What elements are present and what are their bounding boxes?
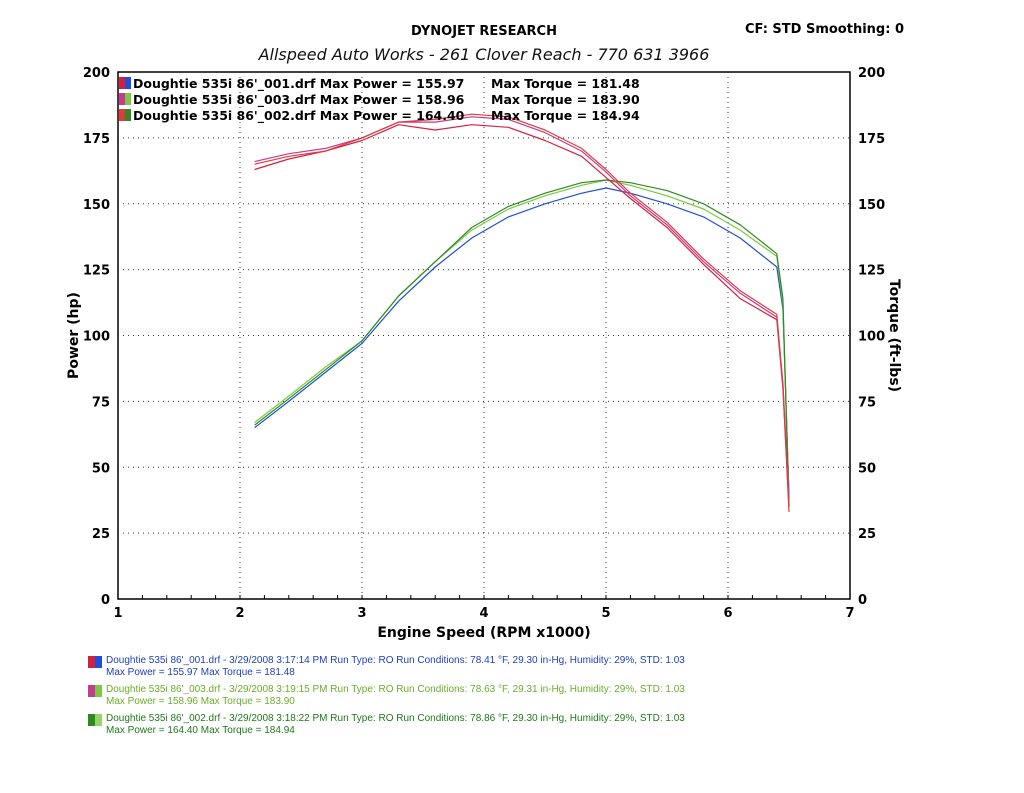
legend-entry-label: Doughtie 535i 86'_003.drf Max Power = 15… xyxy=(133,92,465,108)
series-line-torque xyxy=(254,113,790,513)
legend-swatch-icon xyxy=(125,93,131,105)
legend-entry-torque: Max Torque = 184.94 xyxy=(491,108,640,123)
x-tick-label: 7 xyxy=(845,606,854,621)
run-swatch-icon xyxy=(88,685,102,697)
y-tick-label: 125 xyxy=(83,264,110,279)
y-tick-label: 0 xyxy=(101,593,110,608)
x-tick-label: 4 xyxy=(479,606,488,621)
footer-run-text: Doughtie 535i 86'_002.drf - 3/29/2008 3:… xyxy=(106,713,685,737)
legend-entry-torque: Max Torque = 181.48 xyxy=(491,76,640,91)
y-tick-label: 200 xyxy=(83,66,110,81)
series-line-power xyxy=(254,187,790,494)
series-line-torque xyxy=(254,124,790,507)
x-tick-label: 1 xyxy=(113,606,122,621)
legend-entry-label: Doughtie 535i 86'_002.drf Max Power = 16… xyxy=(133,108,465,124)
y-tick-label: 50 xyxy=(92,461,110,476)
footer-run-line1: Doughtie 535i 86'_001.drf - 3/29/2008 3:… xyxy=(106,655,685,666)
y2-tick-label: 175 xyxy=(858,132,885,147)
y2-tick-label: 50 xyxy=(858,461,876,476)
chart-subtitle: Allspeed Auto Works - 261 Clover Reach -… xyxy=(258,45,710,64)
run-swatch-icon xyxy=(88,714,102,726)
y2-tick-label: 75 xyxy=(858,395,876,410)
legend-swatch-icon xyxy=(125,109,131,121)
legend-entry-label: Doughtie 535i 86'_001.drf Max Power = 15… xyxy=(133,76,464,92)
y2-tick-label: 125 xyxy=(858,264,885,279)
legend-swatch-icon xyxy=(119,77,125,89)
run-swatch-icon xyxy=(88,656,102,668)
legend-swatch-icon xyxy=(125,77,131,89)
x-tick-label: 2 xyxy=(235,606,244,621)
y2-axis-label: Torque (ft-lbs) xyxy=(886,279,902,392)
y2-tick-label: 100 xyxy=(858,330,885,345)
footer-run-line2: Max Power = 155.97 Max Torque = 181.48 xyxy=(106,667,295,678)
y-tick-label: 75 xyxy=(92,395,110,410)
y2-tick-label: 0 xyxy=(858,593,867,608)
series-line-power xyxy=(254,179,790,507)
footer-run-text: Doughtie 535i 86'_003.drf - 3/29/2008 3:… xyxy=(106,684,685,708)
footer-run-text: Doughtie 535i 86'_001.drf - 3/29/2008 3:… xyxy=(106,655,685,679)
y2-tick-label: 200 xyxy=(858,66,885,81)
legend-entry-torque: Max Torque = 183.90 xyxy=(491,92,640,107)
y-tick-label: 150 xyxy=(83,198,110,213)
x-axis-label: Engine Speed (RPM x1000) xyxy=(377,625,590,641)
x-tick-label: 3 xyxy=(357,606,366,621)
y-axis-label: Power (hp) xyxy=(66,292,82,379)
chart-title: DYNOJET RESEARCH xyxy=(411,24,557,39)
legend-swatch-icon xyxy=(119,109,125,121)
x-tick-label: 5 xyxy=(601,606,610,621)
cf-smoothing-info: CF: STD Smoothing: 0 xyxy=(744,22,904,37)
footer-run-line2: Max Power = 158.96 Max Torque = 183.90 xyxy=(106,696,295,707)
y-tick-label: 175 xyxy=(83,132,110,147)
y-tick-label: 100 xyxy=(83,330,110,345)
legend-swatch-icon xyxy=(119,93,125,105)
footer-run-line1: Doughtie 535i 86'_003.drf - 3/29/2008 3:… xyxy=(106,684,685,695)
x-tick-label: 6 xyxy=(723,606,732,621)
y2-tick-label: 25 xyxy=(858,527,876,542)
y-tick-label: 25 xyxy=(92,527,110,542)
footer-run-line1: Doughtie 535i 86'_002.drf - 3/29/2008 3:… xyxy=(106,713,685,724)
footer-run-line2: Max Power = 164.40 Max Torque = 184.94 xyxy=(106,725,295,736)
y2-tick-label: 150 xyxy=(858,198,885,213)
